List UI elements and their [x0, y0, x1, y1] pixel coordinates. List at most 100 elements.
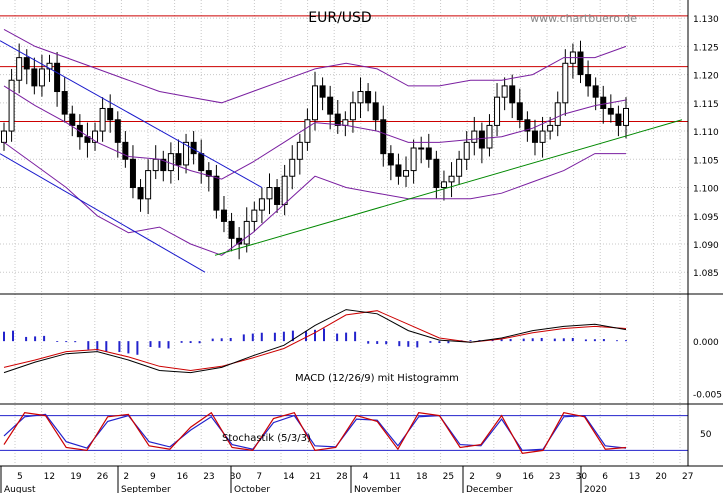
- candle-body: [600, 96, 607, 109]
- stochastic-k-line: [3, 411, 627, 454]
- candle-body: [592, 85, 599, 98]
- stochastic-tick-label: 50: [700, 430, 712, 440]
- x-tick-label: 16: [177, 472, 189, 482]
- x-tick-label: 21: [310, 472, 321, 482]
- x-tick-label: 2: [469, 472, 475, 482]
- candle-body: [220, 209, 227, 222]
- x-tick-label: 25: [443, 472, 454, 482]
- x-tick-label: 6: [602, 472, 608, 482]
- price-tick-label: 1.120: [693, 72, 719, 82]
- macd-tick-label: 0.000: [693, 338, 719, 348]
- month-label: September: [121, 485, 171, 493]
- month-label: November: [354, 485, 401, 493]
- channel-upper: [0, 40, 263, 188]
- x-tick-label: 27: [682, 472, 693, 482]
- candle-body: [562, 62, 569, 104]
- x-tick-label: 26: [97, 472, 109, 482]
- candle-body: [615, 113, 622, 126]
- x-tick-label: 23: [549, 472, 560, 482]
- bollinger-middle: [3, 85, 627, 180]
- month-label: 2020: [584, 485, 607, 493]
- stochastic-panel: Stochastik (5/3/3): [0, 411, 688, 454]
- candle-body: [304, 119, 311, 143]
- price-tick-label: 1.100: [693, 185, 719, 195]
- candle-body: [486, 124, 493, 149]
- candle-body: [145, 170, 152, 200]
- candle-body: [198, 153, 205, 172]
- candle-body: [357, 91, 364, 104]
- candle-body: [547, 124, 554, 132]
- candle-body: [403, 170, 410, 177]
- candle-body: [8, 79, 15, 132]
- stochastic-label: Stochastik (5/3/3): [222, 433, 311, 444]
- x-tick-label: 9: [150, 472, 156, 482]
- candle-body: [501, 85, 508, 98]
- month-label: December: [466, 485, 513, 493]
- stochastic-d-line: [3, 413, 627, 452]
- candle-body: [61, 91, 68, 115]
- candle-body: [107, 107, 114, 121]
- candle-body: [349, 102, 356, 121]
- price-tick-label: 1.130: [693, 15, 719, 25]
- candle-body: [38, 68, 45, 87]
- candle-body: [92, 130, 99, 143]
- candle-body: [122, 141, 129, 160]
- candle-body: [410, 147, 417, 172]
- candle-body: [129, 158, 136, 189]
- candle-body: [387, 153, 394, 166]
- macd-line: [3, 309, 627, 374]
- candle-body: [228, 220, 235, 239]
- candle-body: [494, 96, 501, 126]
- candle-body: [243, 220, 250, 245]
- candle-body: [213, 175, 220, 211]
- price-tick-label: 1.115: [693, 100, 719, 110]
- candle-body: [516, 102, 523, 121]
- x-tick-label: 19: [70, 472, 82, 482]
- price-tick-label: 1.090: [693, 241, 719, 251]
- candle-body: [380, 119, 387, 155]
- candle-body: [554, 102, 561, 126]
- candle-body: [175, 153, 182, 166]
- candle-body: [607, 107, 614, 115]
- bollinger-upper: [3, 28, 627, 104]
- candle-body: [531, 130, 538, 143]
- x-tick-label: 12: [44, 472, 55, 482]
- candle-body: [137, 187, 144, 200]
- candle-body: [54, 62, 61, 93]
- candle-body: [99, 107, 106, 132]
- watermark: www.chartbuero.de: [530, 12, 637, 25]
- candle-body: [152, 158, 159, 172]
- candle-body: [418, 147, 425, 150]
- price-panel: [0, 15, 688, 273]
- candle-body: [296, 141, 303, 160]
- x-tick-label: 30: [230, 472, 242, 482]
- candle-body: [395, 164, 402, 177]
- candle-body: [167, 153, 174, 172]
- x-tick-label: 14: [283, 472, 295, 482]
- price-tick-label: 1.095: [693, 213, 719, 223]
- candle-body: [183, 141, 190, 166]
- candle-body: [266, 187, 273, 200]
- candle-body: [456, 158, 463, 177]
- chart-title: EUR/USD: [308, 10, 371, 26]
- bollinger-lower: [3, 141, 626, 256]
- candle-body: [69, 113, 76, 126]
- candle-body: [251, 209, 258, 222]
- price-tick-label: 1.110: [693, 128, 719, 138]
- x-tick-label: 5: [17, 472, 23, 482]
- candle-body: [433, 158, 440, 189]
- macd-signal-line: [3, 310, 627, 372]
- macd-panel: MACD (12/26/9) mit Histogramm: [3, 309, 627, 384]
- x-tick-label: 16: [522, 472, 534, 482]
- candle-body: [114, 119, 121, 143]
- price-tick-label: 1.085: [693, 269, 719, 279]
- candle-body: [289, 158, 296, 177]
- candle-body: [16, 57, 23, 81]
- candle-body: [585, 74, 592, 87]
- support-trendline: [214, 119, 683, 256]
- candle-body: [160, 158, 167, 172]
- candle-body: [448, 175, 455, 183]
- macd-label: MACD (12/26/9) mit Histogramm: [295, 373, 459, 384]
- candle-body: [23, 57, 30, 70]
